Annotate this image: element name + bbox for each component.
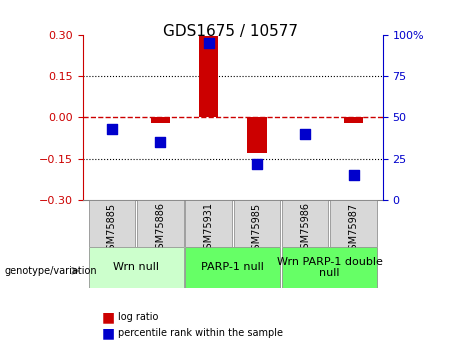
FancyBboxPatch shape <box>137 200 183 247</box>
FancyBboxPatch shape <box>185 200 232 247</box>
Bar <box>151 117 170 123</box>
FancyBboxPatch shape <box>282 200 329 247</box>
Bar <box>247 117 266 153</box>
Point <box>350 172 357 178</box>
Point <box>205 40 213 46</box>
Text: GSM75886: GSM75886 <box>155 203 165 255</box>
Text: GSM75987: GSM75987 <box>349 203 359 256</box>
Text: PARP-1 null: PARP-1 null <box>201 263 264 272</box>
Bar <box>199 36 219 117</box>
Text: GSM75885: GSM75885 <box>107 203 117 256</box>
Text: log ratio: log ratio <box>118 313 158 322</box>
FancyBboxPatch shape <box>89 247 183 288</box>
FancyBboxPatch shape <box>282 247 377 288</box>
Text: Wrn PARP-1 double
null: Wrn PARP-1 double null <box>277 257 383 278</box>
FancyBboxPatch shape <box>89 200 135 247</box>
Text: percentile rank within the sample: percentile rank within the sample <box>118 328 283 338</box>
Text: GSM75986: GSM75986 <box>300 203 310 255</box>
Text: ■: ■ <box>101 310 114 324</box>
FancyBboxPatch shape <box>331 200 377 247</box>
Text: ■: ■ <box>101 326 114 340</box>
FancyBboxPatch shape <box>185 247 280 288</box>
Text: Wrn null: Wrn null <box>113 263 159 272</box>
FancyBboxPatch shape <box>234 200 280 247</box>
Point <box>253 161 260 166</box>
Point <box>108 126 116 132</box>
Point <box>301 131 309 137</box>
Text: GSM75985: GSM75985 <box>252 203 262 256</box>
Text: genotype/variation: genotype/variation <box>5 266 97 276</box>
Text: GDS1675 / 10577: GDS1675 / 10577 <box>163 24 298 39</box>
Point <box>157 139 164 145</box>
Text: GSM75931: GSM75931 <box>204 203 213 255</box>
Bar <box>344 117 363 123</box>
